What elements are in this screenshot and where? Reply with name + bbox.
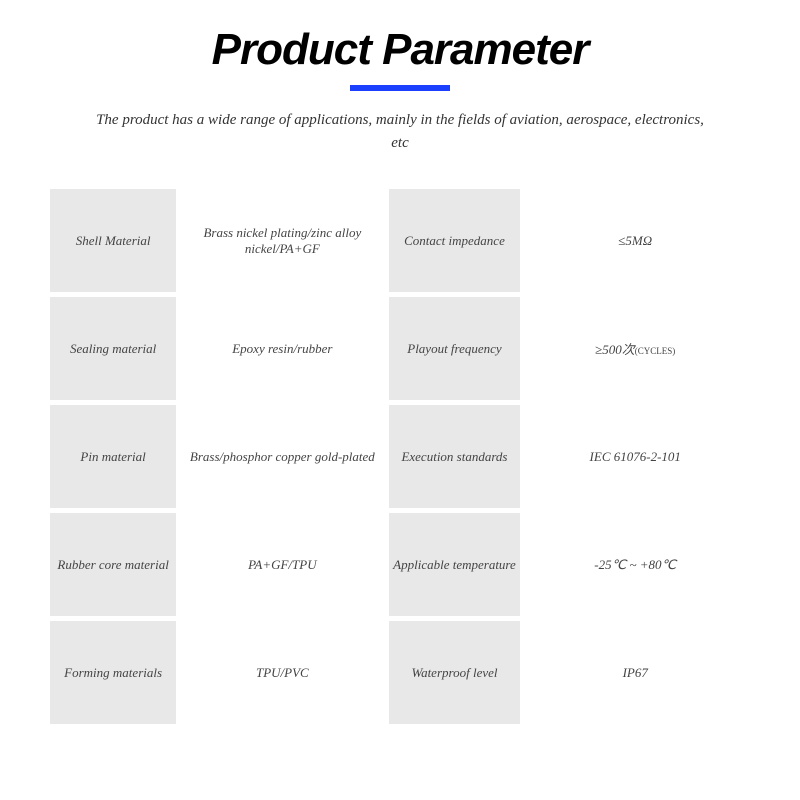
table-row: Shell Material Brass nickel plating/zinc… — [50, 189, 750, 292]
param-value: Brass/phosphor copper gold-plated — [176, 405, 388, 508]
table-row: Sealing material Epoxy resin/rubber Play… — [50, 297, 750, 400]
param-value: Epoxy resin/rubber — [176, 297, 388, 400]
param-value: ≥500次(CYCLES) — [520, 297, 750, 400]
parameter-table: Shell Material Brass nickel plating/zinc… — [50, 189, 750, 724]
param-label: Sealing material — [50, 297, 176, 400]
page-title: Product Parameter — [50, 25, 750, 75]
title-underline — [350, 85, 450, 91]
param-label: Shell Material — [50, 189, 176, 292]
param-value: PA+GF/TPU — [176, 513, 388, 616]
param-label: Rubber core material — [50, 513, 176, 616]
param-value: ≤5MΩ — [520, 189, 750, 292]
param-label: Waterproof level — [389, 621, 521, 724]
param-value: IP67 — [520, 621, 750, 724]
param-value: Brass nickel plating/zinc alloy nickel/P… — [176, 189, 388, 292]
param-label: Execution standards — [389, 405, 521, 508]
table-row: Forming materials TPU/PVC Waterproof lev… — [50, 621, 750, 724]
param-label: Contact impedance — [389, 189, 521, 292]
param-value: TPU/PVC — [176, 621, 388, 724]
param-value: IEC 61076-2-101 — [520, 405, 750, 508]
table-row: Pin material Brass/phosphor copper gold-… — [50, 405, 750, 508]
param-label: Forming materials — [50, 621, 176, 724]
param-label: Playout frequency — [389, 297, 521, 400]
page-subtitle: The product has a wide range of applicat… — [50, 109, 750, 154]
table-row: Rubber core material PA+GF/TPU Applicabl… — [50, 513, 750, 616]
param-label: Applicable temperature — [389, 513, 521, 616]
param-value: -25℃ ~ +80℃ — [520, 513, 750, 616]
param-label: Pin material — [50, 405, 176, 508]
